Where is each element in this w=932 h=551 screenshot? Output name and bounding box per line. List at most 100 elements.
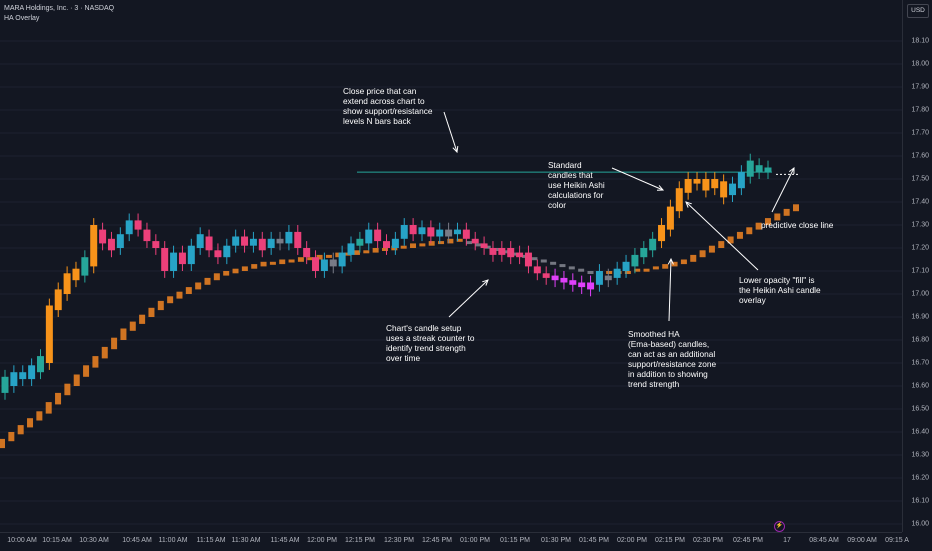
candle-body [383,241,390,248]
ha-overlay-candle [381,248,388,251]
candle-body [711,179,719,189]
candle-body [45,305,53,363]
time-tick-label: 10:15 AM [42,537,72,544]
candlestick-chart[interactable] [0,0,902,532]
candle-body [28,365,36,380]
annotation-line: identify trend strength [386,343,466,353]
ha-overlay-candle [680,259,687,265]
annotation-arrow [448,279,489,318]
ha-overlay-candle [101,346,108,359]
candle-body [702,179,710,191]
ha-overlay-candle [45,402,52,414]
ha-overlay-candle [774,213,781,221]
annotation-line: candles that [548,170,593,180]
ha-overlay-candle [111,337,118,350]
price-tick-label: 16.10 [911,497,929,505]
ha-overlay-candle [606,271,613,274]
currency-button[interactable]: USD [907,4,929,18]
ha-overlay-candle [643,268,650,272]
arrow-head [788,166,795,175]
time-tick-label: 11:15 AM [196,537,226,544]
price-tick-label: 18.10 [911,37,929,45]
ha-overlay-candle [587,271,594,274]
arrow-head [667,257,674,265]
candle-body [223,245,231,258]
candle-body [764,167,772,173]
ha-overlay-candle [428,241,435,246]
candle-body [365,229,373,244]
candle-body [516,252,524,258]
symbol-title[interactable]: MARA Holdings, Inc. · 3 · NASDAQ [4,5,115,12]
ha-overlay-candle [139,314,146,324]
arrow-head [656,185,665,191]
arrow-head [482,279,489,286]
price-tick-label: 17.50 [911,175,929,183]
annotation-lower-opacity: Lower opacity "fill" is the Heikin Ashi c… [739,275,821,305]
annotation-standard-candles: Standard candles that use Heikin Ashi calcu… [548,160,605,210]
candle-body [116,234,124,248]
candle-body [658,225,666,242]
candle-body [595,271,603,285]
indicator-label[interactable]: HA Overlay [4,15,40,22]
time-tick-label: 01:15 PM [500,537,530,544]
annotation-arrow [771,167,795,213]
annotation-line: Close price that can [343,86,417,96]
ha-overlay-candle [363,250,370,254]
annotation-line: in addition to showing [628,369,708,379]
candle-body [72,268,80,281]
candle-body [418,227,426,235]
time-axis[interactable]: 10:00 AM 10:15 AM 10:30 AM 10:45 AM 11:00 AM… [0,532,909,551]
ha-overlay-candle [550,261,557,265]
candle-body [374,229,382,242]
ha-overlay-candle [260,261,267,267]
price-axis[interactable]: 18.10 18.00 17.90 17.80 17.70 17.60 17.50 17.40… [902,0,932,532]
ha-overlay-candle [307,257,314,261]
price-tick-label: 16.40 [911,428,929,436]
time-tick-label: 02:45 PM [733,537,763,544]
candle-body [152,241,160,248]
candle-body [498,248,506,255]
candle-body [684,179,692,193]
ha-overlay-candle [736,231,743,239]
annotation-line: support/resistance zone [628,359,717,369]
ha-overlay-candle [447,238,454,244]
candle-body [400,225,408,239]
annotation-line: use Heikin Ashi [548,180,605,190]
ha-overlay-candle [223,271,230,276]
time-tick-label: 12:30 PM [384,537,414,544]
annotation-line: uses a streak counter to [386,333,475,343]
time-tick-label: 02:30 PM [693,537,723,544]
ha-overlay-candle [466,241,473,245]
candle-body [755,165,763,173]
ha-overlay-candle [624,271,631,274]
price-tick-label: 17.90 [911,83,929,91]
candle-body [693,179,701,184]
candle-body [143,229,151,242]
candle-body [178,252,186,265]
time-tick-label: 10:45 AM [122,537,152,544]
candle-body [746,160,754,177]
ha-overlay-candle [0,438,5,449]
price-tick-label: 18.00 [911,60,929,68]
event-marker-icon[interactable]: ⚡ [774,521,785,532]
candle-body [507,248,515,258]
ha-overlay-candle [662,264,669,269]
chart-plot-area[interactable] [0,0,902,532]
price-tick-label: 17.80 [911,106,929,114]
price-tick-label: 16.50 [911,405,929,413]
ha-overlay-candle [568,266,575,270]
ha-overlay-candle [232,268,239,274]
ha-overlay-candle [325,254,332,258]
ha-overlay-candle [353,250,360,255]
candle-body [427,227,435,237]
candle-body [312,257,320,271]
ha-overlay-candle [494,248,501,251]
candle-body [462,229,470,239]
time-tick-label: 11:30 AM [231,537,261,544]
ha-overlay-candle [204,277,211,285]
ha-overlay-candle [195,282,202,290]
candle-body [622,261,630,271]
candle-body [356,238,364,246]
ha-overlay-candle [55,392,62,405]
time-tick-label: 12:15 PM [345,537,375,544]
